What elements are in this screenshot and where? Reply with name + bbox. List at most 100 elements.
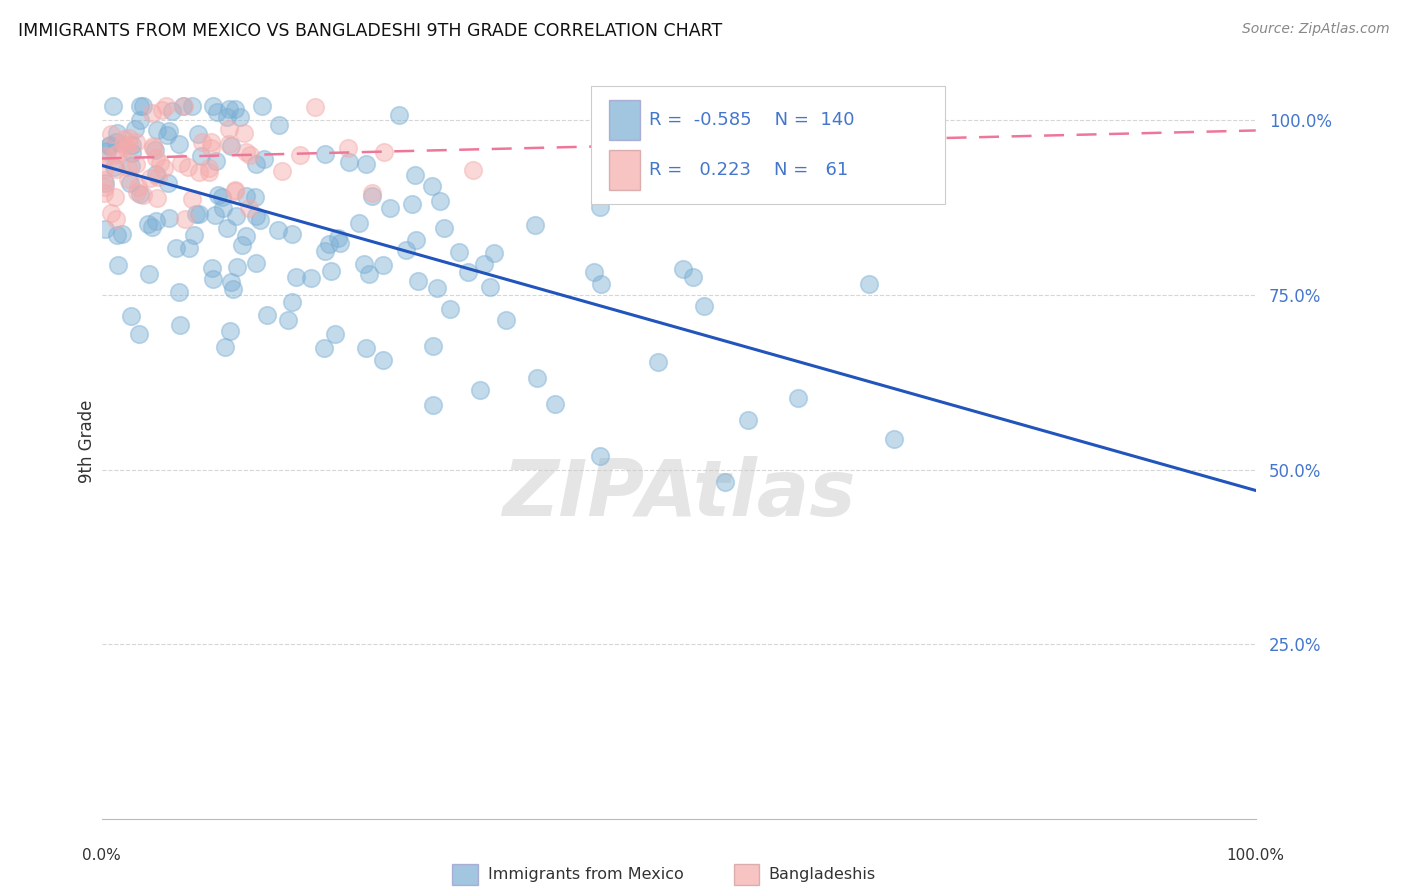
Point <box>153 161 176 175</box>
Point <box>211 201 233 215</box>
Point <box>107 258 129 272</box>
Point <box>373 145 395 159</box>
Point <box>100 205 122 219</box>
Point <box>318 236 340 251</box>
Point <box>321 264 343 278</box>
Point <box>461 162 484 177</box>
Point <box>94 222 117 236</box>
Point <box>222 282 245 296</box>
Point <box>181 193 204 207</box>
Point <box>314 146 336 161</box>
Point <box>672 261 695 276</box>
Point <box>245 209 267 223</box>
Point <box>224 183 246 197</box>
Point <box>713 475 735 489</box>
Point <box>114 141 136 155</box>
Point <box>378 202 401 216</box>
Point <box>582 265 605 279</box>
Point <box>120 176 142 190</box>
Point <box>120 159 142 173</box>
Point <box>170 156 193 170</box>
Point <box>433 221 456 235</box>
Point <box>198 161 221 176</box>
Point <box>142 139 165 153</box>
Point <box>468 383 491 397</box>
Point <box>225 260 247 274</box>
Point <box>478 280 501 294</box>
Point <box>201 261 224 276</box>
Text: Immigrants from Mexico: Immigrants from Mexico <box>488 867 683 882</box>
Point <box>357 267 380 281</box>
Point <box>682 269 704 284</box>
Point <box>183 228 205 243</box>
Point <box>125 135 148 149</box>
Point <box>155 99 177 113</box>
Point <box>474 257 496 271</box>
Point <box>94 176 117 190</box>
Point <box>128 326 150 341</box>
Point <box>271 163 294 178</box>
Point <box>129 186 152 201</box>
Point <box>94 149 117 163</box>
Point <box>215 221 238 235</box>
Point <box>205 153 228 168</box>
Point <box>281 295 304 310</box>
Point <box>299 270 322 285</box>
Point <box>139 171 162 186</box>
Point <box>439 301 461 316</box>
Point <box>101 99 124 113</box>
Point <box>277 313 299 327</box>
Point <box>97 138 120 153</box>
Point <box>145 167 167 181</box>
Point <box>354 341 377 355</box>
Point <box>218 137 240 152</box>
Point <box>252 99 274 113</box>
Point <box>544 397 567 411</box>
Point <box>523 218 546 232</box>
Point <box>217 110 239 124</box>
Point <box>211 190 233 204</box>
Point <box>288 148 311 162</box>
Text: R =  -0.585    N =  140: R = -0.585 N = 140 <box>650 111 855 129</box>
Point <box>100 127 122 141</box>
Point <box>204 208 226 222</box>
Point <box>401 196 423 211</box>
Point <box>187 127 209 141</box>
Point <box>103 160 125 174</box>
Point <box>239 147 262 161</box>
Point <box>408 274 430 288</box>
Point <box>129 112 152 127</box>
Point <box>249 213 271 227</box>
Point <box>245 190 267 204</box>
Point <box>104 190 127 204</box>
Point <box>361 186 384 200</box>
Text: 100.0%: 100.0% <box>1227 847 1285 863</box>
Point <box>883 432 905 446</box>
Point <box>229 110 252 124</box>
Point <box>104 148 127 162</box>
Point <box>225 210 247 224</box>
Point <box>120 309 142 323</box>
Point <box>136 217 159 231</box>
Point <box>111 227 134 241</box>
Point <box>214 340 236 354</box>
Point <box>94 179 117 194</box>
Point <box>127 185 149 199</box>
Point <box>253 152 276 166</box>
Point <box>172 99 194 113</box>
Point <box>371 352 394 367</box>
Text: Source: ZipAtlas.com: Source: ZipAtlas.com <box>1241 22 1389 37</box>
Point <box>162 104 184 119</box>
Point <box>105 227 128 242</box>
Point <box>127 180 149 194</box>
Point <box>198 165 221 179</box>
Point <box>146 169 169 184</box>
Point <box>256 308 278 322</box>
Point <box>224 102 246 116</box>
Point <box>104 162 127 177</box>
Point <box>281 227 304 241</box>
Point <box>269 119 291 133</box>
Point <box>422 339 444 353</box>
Point <box>105 212 128 227</box>
Point <box>157 124 180 138</box>
